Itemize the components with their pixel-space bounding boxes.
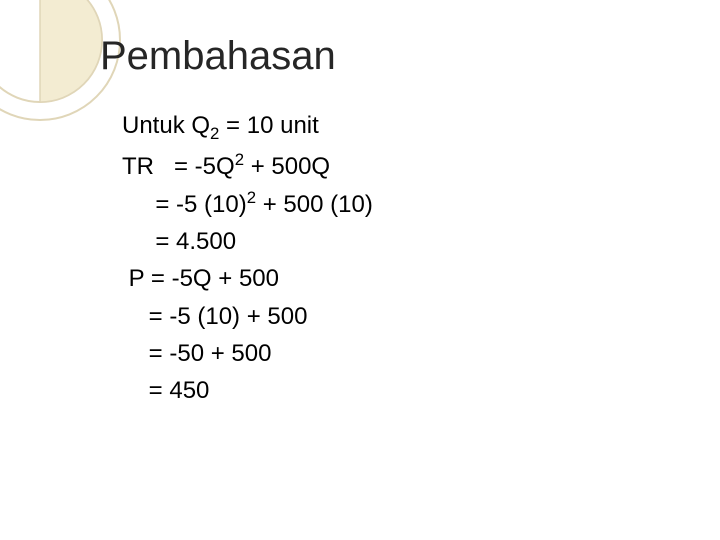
line-q2: Untuk Q2 = 10 unit — [122, 107, 720, 147]
slide-content: Pembahasan Untuk Q2 = 10 unit TR = -5Q2 … — [0, 0, 720, 540]
slide-title: Pembahasan — [100, 34, 720, 79]
line-p-formula: P = -5Q + 500 — [122, 260, 720, 297]
line-p-substitution: = -5 (10) + 500 — [122, 298, 720, 335]
line-p-step: = -50 + 500 — [122, 335, 720, 372]
slide-body: Untuk Q2 = 10 unit TR = -5Q2 + 500Q = -5… — [100, 107, 720, 409]
line-tr-result: = 4.500 — [122, 223, 720, 260]
line-tr-formula: TR = -5Q2 + 500Q — [122, 147, 720, 185]
line-p-result: = 450 — [122, 372, 720, 409]
line-tr-substitution: = -5 (10)2 + 500 (10) — [122, 185, 720, 223]
